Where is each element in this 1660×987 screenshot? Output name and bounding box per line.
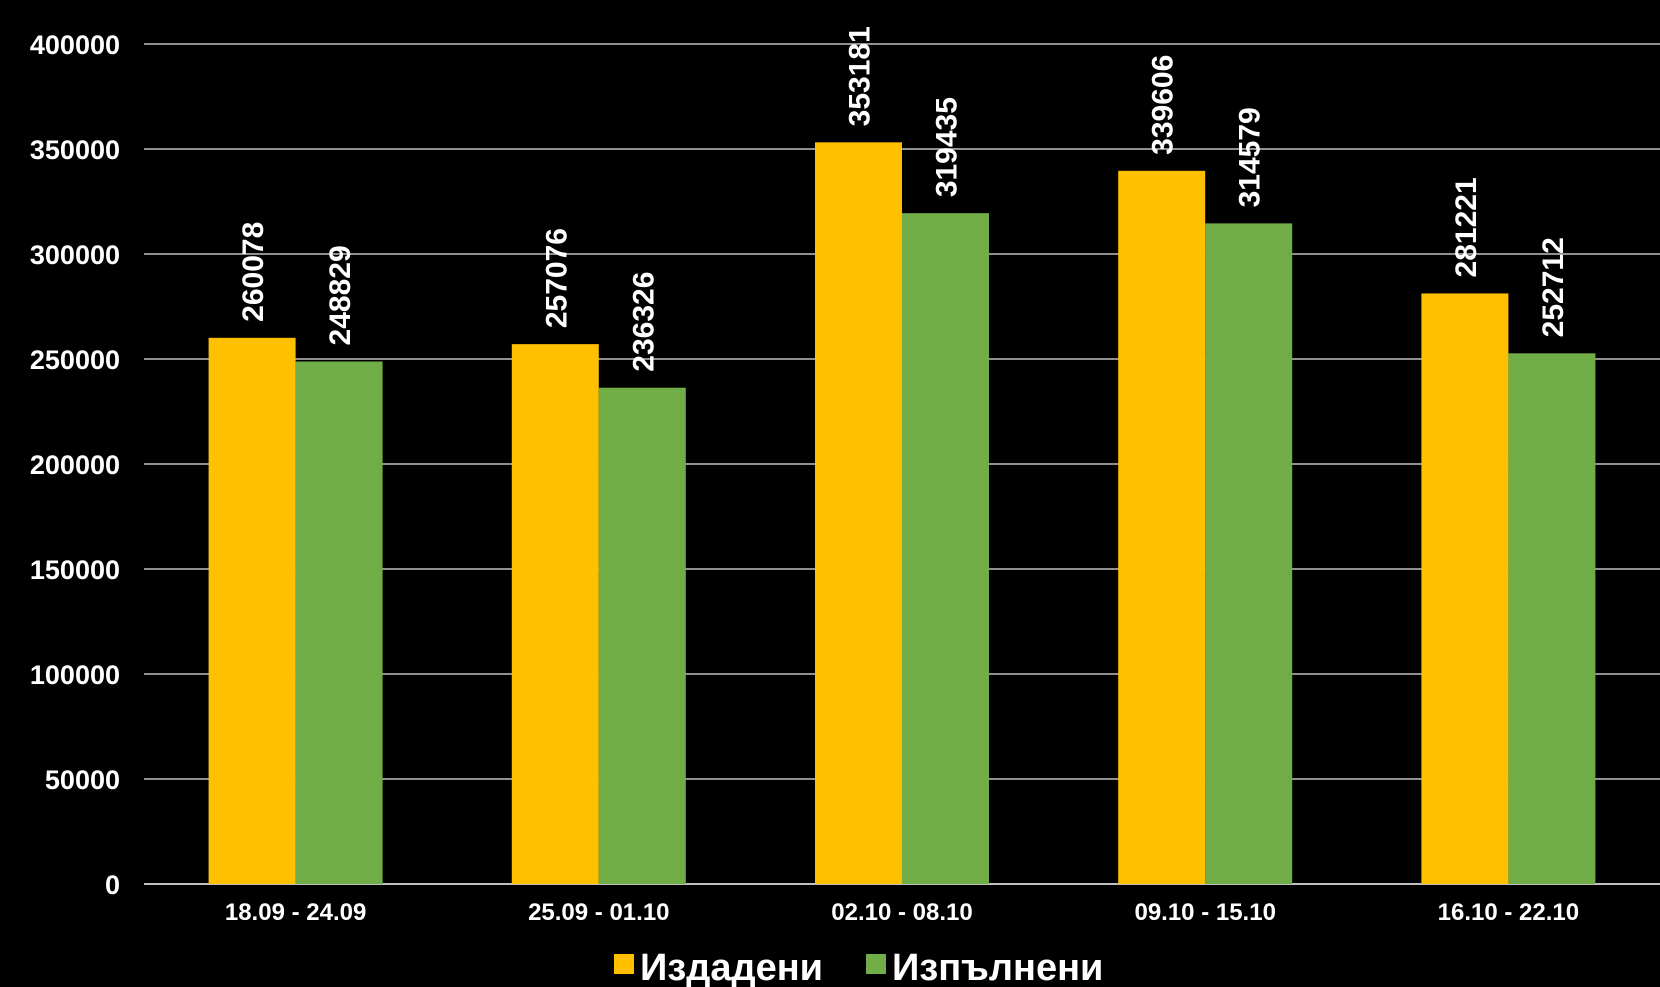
y-axis-ticks: 0 50000 100000 150000 200000 250000 300000 3500… bbox=[30, 30, 120, 900]
legend-label: Издадени bbox=[640, 947, 823, 987]
data-label: 339606 bbox=[1147, 55, 1180, 155]
bar-series1 bbox=[1421, 293, 1509, 884]
y-tick-label: 150000 bbox=[30, 555, 120, 585]
y-tick-label: 100000 bbox=[30, 660, 120, 690]
x-tick-label: 18.09 - 24.09 bbox=[225, 899, 366, 926]
legend-label: Изпълнени bbox=[892, 947, 1103, 987]
y-tick-label: 50000 bbox=[45, 765, 120, 795]
y-tick-label: 300000 bbox=[30, 240, 120, 270]
data-label: 236326 bbox=[627, 272, 660, 372]
bar-series2 bbox=[1508, 353, 1596, 884]
bar-series1 bbox=[511, 344, 599, 885]
y-tick-label: 250000 bbox=[30, 345, 120, 375]
bar-series1 bbox=[1118, 170, 1206, 884]
y-tick-label: 350000 bbox=[30, 135, 120, 165]
legend: Издадени Изпълнени bbox=[614, 947, 1103, 987]
x-tick-label: 09.10 - 15.10 bbox=[1134, 899, 1275, 926]
x-tick-label: 25.09 - 01.10 bbox=[528, 899, 669, 926]
legend-swatch bbox=[866, 954, 886, 974]
data-label: 248829 bbox=[324, 245, 357, 345]
data-label: 252712 bbox=[1537, 237, 1570, 337]
x-axis-ticks: 18.09 - 24.09 25.09 - 01.10 02.10 - 08.10 0… bbox=[225, 899, 1579, 926]
bar-series2 bbox=[295, 361, 383, 884]
data-label: 353181 bbox=[844, 26, 877, 126]
y-tick-label: 400000 bbox=[30, 30, 120, 60]
y-tick-label: 200000 bbox=[30, 450, 120, 480]
data-label: 319435 bbox=[931, 97, 964, 197]
data-labels: 260078 248829 257076 236326 353181 319435 3396… bbox=[237, 26, 1570, 372]
bar-series1 bbox=[208, 337, 296, 885]
bar-series2 bbox=[1205, 223, 1293, 884]
bar-series2 bbox=[902, 213, 989, 884]
data-label: 260078 bbox=[237, 222, 270, 322]
x-tick-label: 02.10 - 08.10 bbox=[831, 899, 972, 926]
bars bbox=[208, 142, 1596, 885]
legend-swatch bbox=[614, 954, 634, 974]
data-label: 257076 bbox=[540, 228, 573, 328]
bar-series1 bbox=[815, 142, 902, 885]
bar-series2 bbox=[598, 387, 686, 884]
x-tick-label: 16.10 - 22.10 bbox=[1438, 899, 1579, 926]
data-label: 314579 bbox=[1234, 107, 1267, 207]
y-tick-label: 0 bbox=[105, 870, 120, 900]
data-label: 281221 bbox=[1450, 177, 1483, 277]
